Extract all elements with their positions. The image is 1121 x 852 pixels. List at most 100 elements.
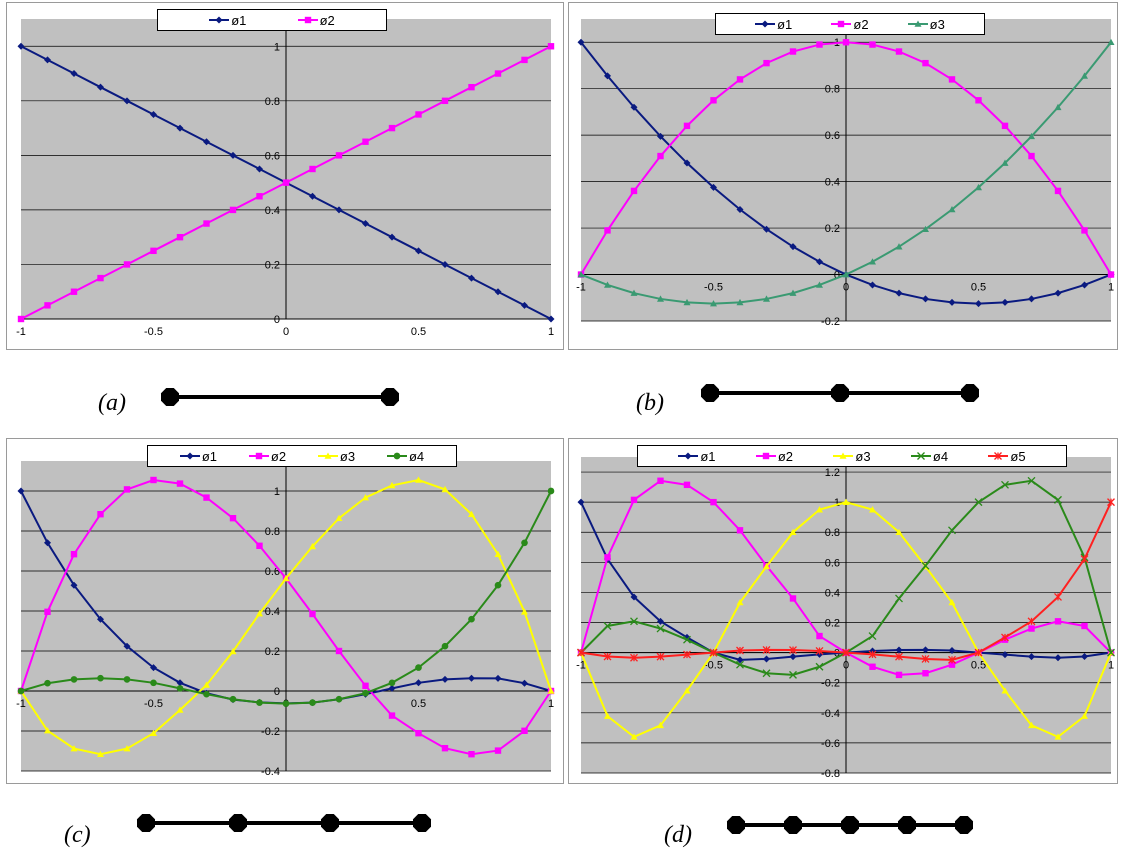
y-tick-label: -0.4 [821, 708, 840, 720]
data-point [816, 506, 823, 513]
data-point [895, 48, 903, 55]
data-point [1001, 633, 1009, 642]
y-tick-label: -0.8 [821, 768, 840, 780]
data-point [97, 674, 104, 682]
data-point [789, 646, 797, 655]
data-point [763, 225, 770, 233]
data-point [123, 486, 131, 493]
data-point [763, 295, 770, 302]
data-point [547, 687, 555, 694]
data-point [494, 70, 502, 77]
data-point [309, 542, 316, 550]
data-point [603, 652, 612, 661]
data-point [468, 615, 475, 623]
data-point [97, 274, 104, 282]
legend-item: ø1 [179, 448, 218, 464]
y-tick-label: 0.2 [265, 259, 280, 271]
x-tick-label: -0.5 [144, 698, 163, 710]
x-tick-label: 1 [548, 326, 554, 338]
data-point [975, 97, 982, 104]
data-point [763, 562, 770, 570]
data-point [494, 747, 502, 754]
element-node [161, 388, 179, 406]
data-point [657, 152, 664, 160]
data-point [150, 664, 157, 672]
data-point [683, 687, 691, 694]
data-point [123, 261, 131, 268]
x-tick-label: -0.5 [704, 282, 723, 294]
x-tick-label: 0.5 [971, 660, 986, 672]
element-node [701, 384, 719, 402]
data-point [630, 496, 638, 504]
legend-marker [304, 16, 311, 24]
data-point [1081, 281, 1088, 289]
y-tick-label: 0 [834, 270, 840, 282]
data-point [362, 689, 369, 697]
legend-swatch [386, 452, 407, 460]
element-node [784, 816, 802, 834]
element-svg [137, 814, 431, 832]
data-point [494, 674, 502, 682]
data-point [683, 159, 691, 167]
data-point [577, 38, 585, 46]
data-point [869, 281, 876, 289]
data-point [895, 594, 903, 603]
data-point [1054, 618, 1062, 625]
data-point [921, 561, 930, 570]
data-point [763, 655, 770, 663]
data-point [415, 111, 422, 118]
data-point [630, 733, 638, 740]
legend-item: ø2 [297, 13, 335, 28]
data-point [44, 56, 51, 64]
data-point [150, 476, 157, 484]
data-point [70, 551, 78, 558]
data-point [789, 670, 797, 679]
data-point [17, 687, 25, 695]
legend-marker [916, 452, 925, 460]
element-node [137, 814, 155, 832]
data-point [256, 542, 263, 549]
data-point [70, 581, 78, 589]
x-tick-label: -1 [16, 326, 26, 338]
data-point [468, 274, 475, 282]
series-markers [577, 498, 1115, 664]
data-point [441, 745, 449, 752]
data-point [948, 298, 956, 306]
legend-label: ø4 [932, 448, 949, 464]
data-point [1107, 498, 1115, 507]
data-point [922, 670, 929, 677]
data-point [70, 288, 78, 295]
y-tick-label: 0.6 [825, 130, 840, 142]
data-point [630, 289, 638, 296]
x-tick-label: 1 [1108, 660, 1114, 672]
legend-label: ø1 [201, 448, 218, 464]
data-point [657, 295, 664, 302]
data-point [1081, 653, 1088, 661]
data-point [309, 699, 316, 706]
chart-svg: -1 -0.5 0 0.5 1-0.8-0.6-0.4-0.200.20.40.60.8… [576, 457, 1115, 780]
legend-marker [324, 452, 332, 459]
data-point [521, 56, 528, 64]
y-tick-label: 0.4 [825, 587, 840, 599]
data-point [388, 679, 396, 687]
data-point [229, 695, 237, 703]
data-point [842, 39, 850, 46]
data-point [362, 494, 369, 501]
data-point [1001, 298, 1009, 306]
data-point [362, 220, 369, 228]
data-point [762, 669, 771, 678]
data-point [1054, 289, 1062, 297]
element-diagram-a [160, 382, 400, 412]
data-point [948, 526, 956, 535]
data-point [577, 648, 585, 657]
data-point [70, 676, 78, 683]
y-tick-label: -0.2 [821, 678, 840, 690]
data-point [948, 655, 956, 664]
legend-label: ø1 [700, 448, 716, 464]
data-point [630, 617, 638, 626]
data-point [203, 220, 210, 227]
data-point [494, 581, 502, 589]
data-point [44, 727, 51, 734]
data-point [736, 527, 744, 534]
caption-d: (d) [664, 822, 692, 848]
